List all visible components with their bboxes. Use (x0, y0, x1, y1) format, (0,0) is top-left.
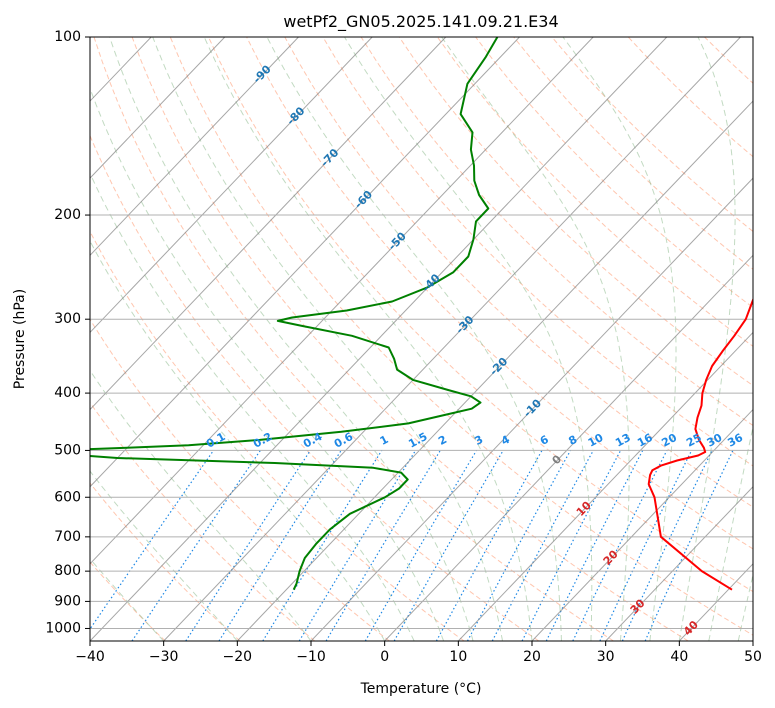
mixing-ratio-line (298, 450, 417, 641)
x-tick-label: 20 (523, 649, 541, 665)
x-tick-label: 40 (670, 649, 688, 665)
plot-area-background (90, 37, 753, 641)
mixing-ratio-line (545, 450, 644, 641)
y-tick-label: 600 (54, 489, 81, 505)
dry-adiabat (90, 318, 390, 641)
chart-title: wetPf2_GN05.2025.141.09.21.E34 (283, 12, 558, 32)
mixing-ratio-line (90, 450, 214, 631)
background-lines (0, 37, 753, 641)
skewed-isotherm (90, 37, 447, 411)
dry-adiabat (398, 37, 753, 387)
moist-adiabat (152, 37, 503, 641)
mixing-ratio-line (185, 450, 311, 641)
skewed-isotherm (90, 37, 226, 179)
mixing-ratio-line (435, 450, 543, 641)
skewed-isotherm (90, 37, 520, 488)
moist-adiabat (203, 37, 533, 641)
skewed-isotherm (236, 100, 753, 641)
x-axis-label: Temperature (°C) (360, 681, 482, 697)
moist-adiabat (90, 470, 238, 641)
mixing-ratio-label: 20 (659, 431, 679, 450)
mixing-ratio-label: 10 (586, 431, 606, 450)
mixing-ratio-label: 16 (635, 431, 655, 450)
skewed-isotherm (90, 37, 668, 641)
mixing-ratio-line (262, 450, 383, 641)
x-tick-label: −10 (296, 649, 326, 665)
skewed-isotherm (90, 37, 594, 565)
moist-adiabat (678, 37, 736, 641)
x-axis: −40 −30 −20 −10 0 10 20 30 40 50 (75, 641, 762, 665)
moist-adiabat (90, 86, 445, 641)
mixing-ratio-label: 25 (684, 431, 704, 450)
moist-adiabat (441, 37, 630, 641)
mixing-ratio-line (572, 450, 668, 641)
x-tick-label: 30 (597, 649, 615, 665)
dry-adiabat (475, 37, 753, 309)
moist-adiabat (344, 37, 593, 641)
x-tick-label: −40 (75, 649, 105, 665)
x-tick-label: −30 (149, 649, 179, 665)
y-axis: 100 200 300 400 500 600 700 800 900 1000 (45, 29, 90, 636)
dry-adiabat (90, 401, 316, 641)
mixing-ratio-label: 30 (705, 431, 725, 450)
mixing-ratio-label: 13 (613, 431, 633, 450)
dry-adiabat (246, 37, 753, 550)
moist-adiabat (708, 424, 753, 641)
mixing-ratio-line (393, 450, 504, 641)
dry-adiabat (169, 37, 753, 636)
skewed-isotherm (90, 37, 373, 334)
dry-adiabat (284, 37, 753, 508)
moist-adiabat (266, 37, 562, 641)
dry-adiabat (93, 37, 614, 641)
y-tick-label: 1000 (45, 620, 81, 636)
skewed-isotherm (384, 254, 753, 641)
dry-adiabat (90, 561, 166, 641)
y-tick-label: 500 (54, 442, 81, 458)
skewed-isotherm (310, 177, 753, 641)
profiles (90, 37, 753, 591)
mixing-ratio-line (218, 450, 342, 641)
x-tick-label: 0 (380, 649, 389, 665)
x-tick-label: 10 (449, 649, 467, 665)
mixing-ratio-label: 36 (725, 431, 745, 450)
x-tick-label: −20 (223, 649, 253, 665)
y-tick-label: 400 (54, 385, 81, 401)
dry-adiabat (131, 37, 689, 641)
skewed-isotherm (0, 37, 4, 641)
plot-frame (89, 36, 754, 642)
y-tick-label: 800 (54, 563, 81, 579)
moist-adiabat (562, 37, 677, 641)
mixing-ratio-line (466, 450, 572, 641)
skewed-isotherm (752, 640, 753, 641)
skewed-isotherm (531, 408, 753, 641)
grid-lines (90, 37, 753, 629)
temperature-profile-line (647, 297, 753, 591)
y-tick-label: 900 (54, 593, 81, 609)
dry-adiabat (360, 37, 753, 427)
x-tick-label: 50 (744, 649, 762, 665)
y-tick-label: 200 (54, 207, 81, 223)
dry-adiabat (90, 134, 540, 641)
skewed-isotherm (90, 37, 299, 257)
skewed-isotherm (605, 486, 753, 641)
dewpoint-profile-line (90, 37, 499, 591)
moist-adiabat (90, 239, 386, 641)
y-tick-label: 100 (54, 29, 81, 45)
y-tick-label: 700 (54, 529, 81, 545)
moist-adiabat (737, 572, 753, 641)
dry-adiabat (208, 37, 753, 593)
y-axis-label: Pressure (hPa) (12, 289, 28, 389)
skewed-isotherm (163, 37, 741, 641)
skewed-isotherm (457, 331, 753, 641)
y-tick-label: 300 (54, 311, 81, 327)
